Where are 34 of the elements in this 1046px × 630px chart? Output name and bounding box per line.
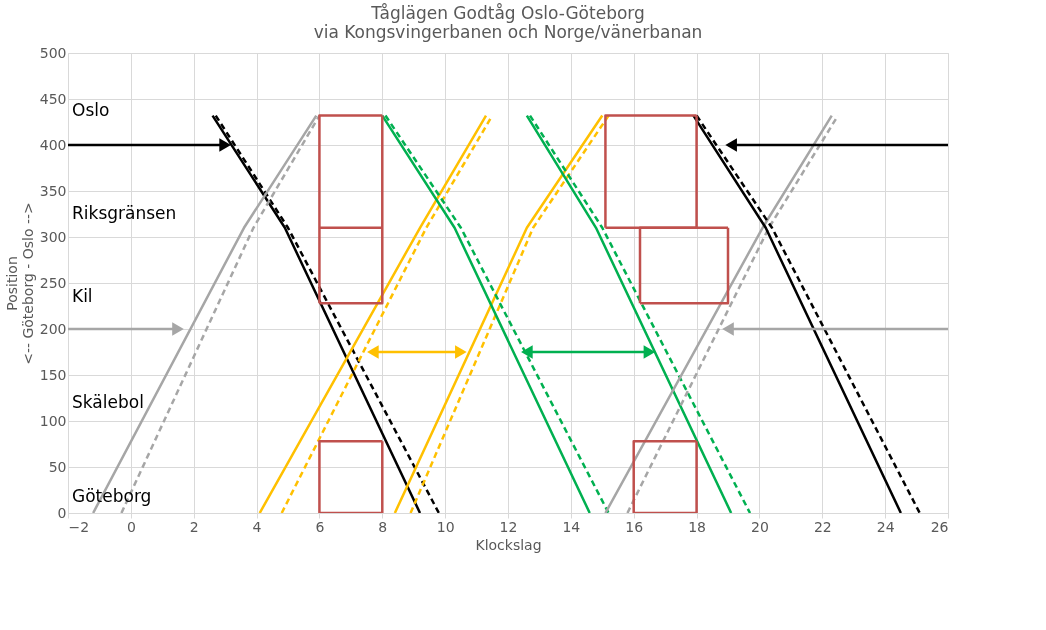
x-tick-label: 10 [436,518,455,535]
x-tick-label: 4 [252,518,262,535]
y-tick-label: 50 [48,458,67,475]
x-tick-label: 12 [499,518,518,535]
annotation: Kil [72,286,93,306]
y-tick-label: 350 [39,182,67,199]
y-tick-label: 400 [39,136,67,153]
x-tick-label: −2 [68,518,90,535]
y-tick-label: 250 [39,274,67,291]
x-tick-label: 16 [625,518,644,535]
x-tick-label: 14 [562,518,581,535]
x-axis-title: Klockslag [475,536,542,553]
y-axis-title: Position <-- Göteborg - Oslo --> [3,202,36,365]
y-tick-label: 100 [39,412,67,429]
y-tick-label: 0 [57,504,67,521]
x-tick-label: 18 [688,518,706,535]
x-tick-label: 22 [813,518,832,535]
y-tick-label: 300 [39,228,67,245]
annotation: Riksgränsen [72,203,177,224]
annotation: Oslo [72,100,110,121]
x-tick-label: 20 [751,518,769,535]
annotation: Skälebol [72,391,144,412]
y-tick-label: 450 [39,90,67,107]
x-tick-label: 2 [189,518,199,535]
annotation: Göteborg [72,486,152,507]
x-tick-label: 26 [930,518,949,535]
y-tick-label: 150 [39,366,67,383]
x-tick-label: 24 [876,518,895,535]
x-tick-label: 0 [126,518,136,535]
x-tick-label: 6 [315,518,325,535]
x-tick-label: 8 [378,518,388,535]
y-tick-label: 200 [39,320,67,337]
chart-title: Tåglägen Godtåg Oslo-Göteborg via Kongsvingerbanen och Norge/vänerbanan [313,3,703,42]
y-tick-label: 500 [39,44,67,61]
